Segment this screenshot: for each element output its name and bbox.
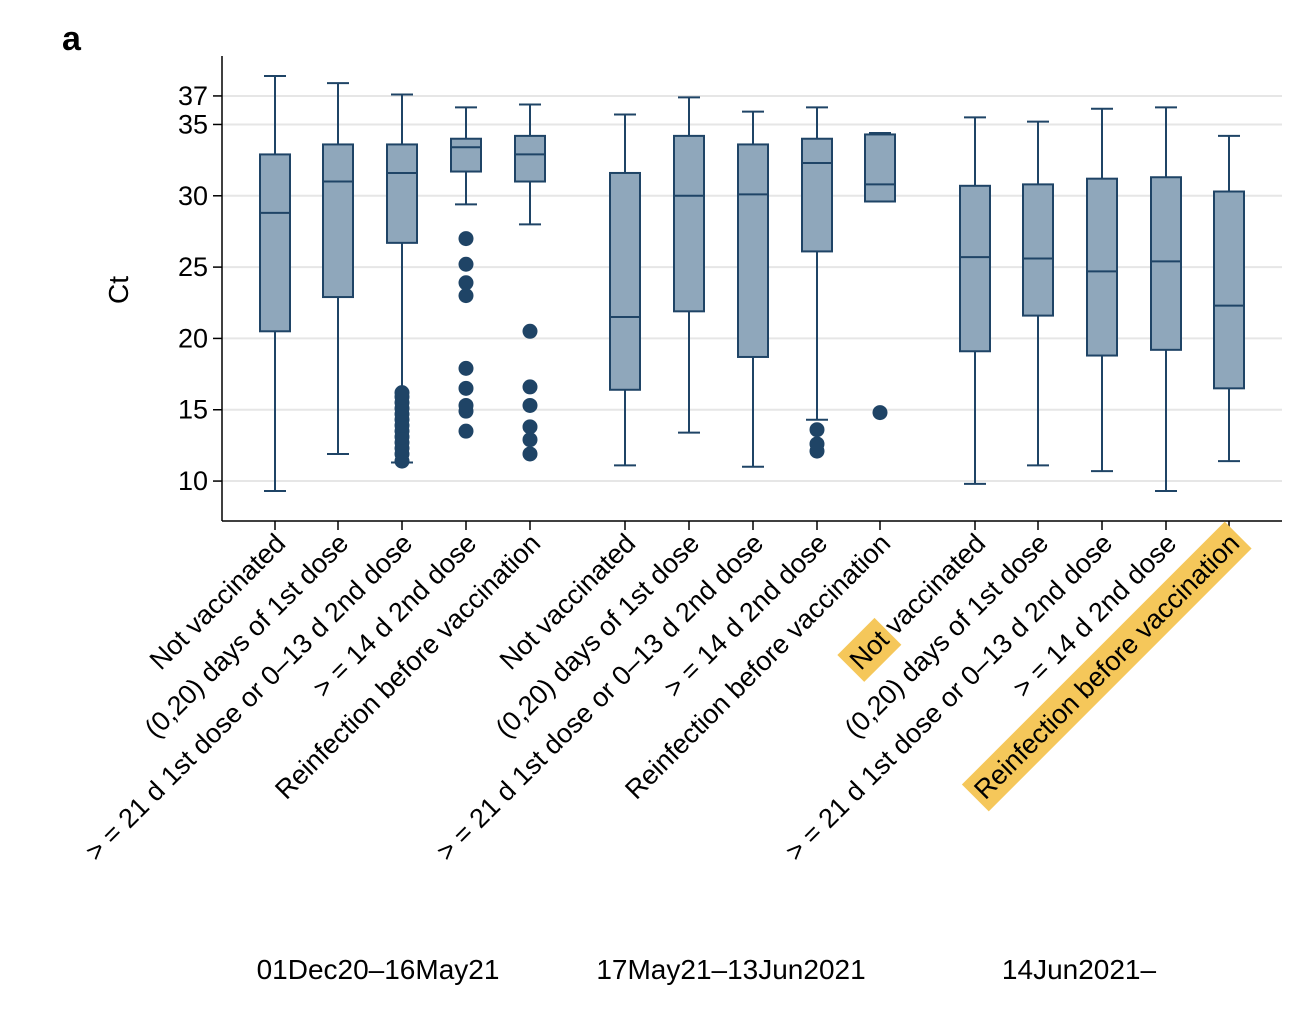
box-iqr — [514, 134, 546, 183]
y-tick-label: 20 — [178, 323, 208, 353]
box-iqr — [1022, 183, 1054, 317]
outlier-point — [809, 422, 825, 438]
outlier-point — [809, 436, 825, 452]
outlier-point — [522, 446, 538, 462]
outlier-point — [458, 275, 474, 291]
outlier-point — [458, 380, 474, 396]
box-iqr — [673, 134, 705, 313]
panel-letter: a — [62, 20, 82, 58]
y-axis-label: Ct — [103, 276, 134, 304]
box-iqr — [801, 137, 833, 253]
outlier-point — [522, 419, 538, 435]
y-tick-label: 25 — [178, 252, 208, 282]
outlier-point — [522, 432, 538, 448]
label-highlight — [961, 521, 1252, 812]
box-iqr — [609, 171, 641, 391]
outlier-point — [458, 423, 474, 439]
period-label: 01Dec20–16May21 — [257, 954, 500, 985]
box-iqr — [864, 133, 896, 203]
box-iqr — [450, 137, 482, 173]
box-iqr — [322, 143, 354, 299]
period-label: 14Jun2021– — [1002, 954, 1157, 985]
label-highlight — [837, 617, 902, 682]
period-label: 17May21–13Jun2021 — [596, 954, 865, 985]
outlier-point — [458, 231, 474, 247]
outlier-point — [458, 360, 474, 376]
box-iqr — [737, 143, 769, 358]
y-tick-label: 35 — [178, 109, 208, 139]
outlier-point — [522, 379, 538, 395]
y-tick-label: 10 — [178, 466, 208, 496]
outlier-point — [458, 397, 474, 413]
y-tick-label: 37 — [178, 81, 208, 111]
outlier-point — [394, 385, 410, 401]
box-iqr — [1213, 190, 1245, 390]
x-tick-labels: Not vaccinated(0,20) days of 1st dose> =… — [80, 521, 1252, 985]
outlier-point — [522, 397, 538, 413]
outlier-point — [872, 405, 888, 421]
outlier-point — [458, 256, 474, 272]
boxes — [259, 74, 1245, 493]
box-iqr — [259, 153, 291, 333]
box-iqr — [1150, 176, 1182, 351]
box-iqr — [959, 184, 991, 353]
box-iqr — [386, 143, 418, 244]
box-iqr — [1086, 177, 1118, 357]
y-tick-label: 15 — [178, 395, 208, 425]
outlier-point — [522, 323, 538, 339]
outlier-point — [458, 288, 474, 304]
y-tick-label: 30 — [178, 181, 208, 211]
